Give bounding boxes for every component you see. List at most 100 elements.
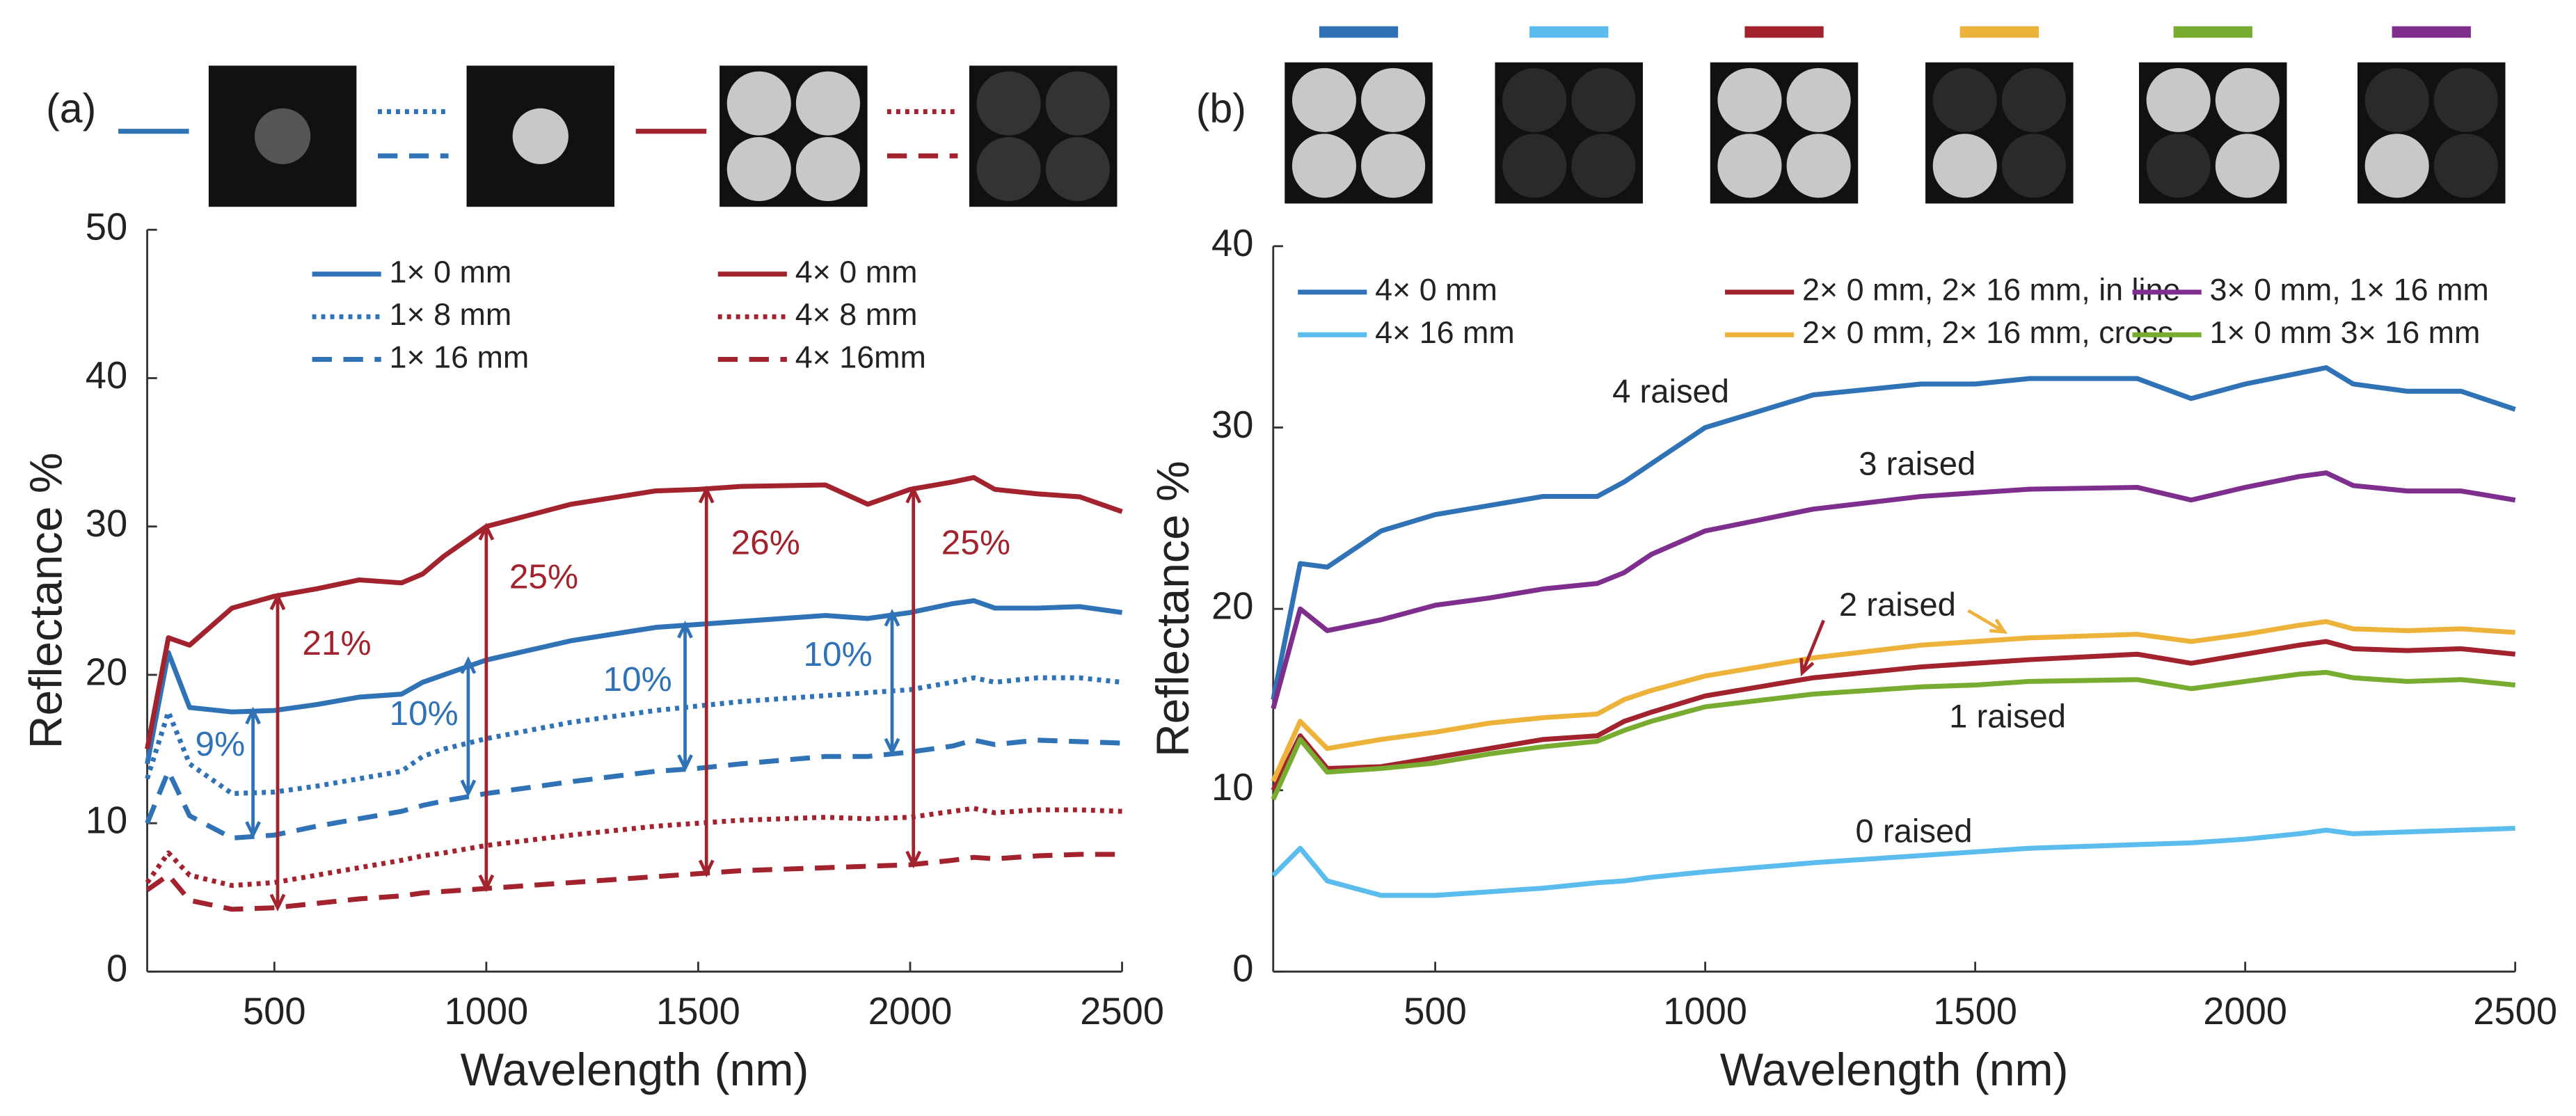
y-tick-label: 50 xyxy=(86,206,127,248)
annotation: 9% xyxy=(196,724,246,763)
sample-spot xyxy=(1786,67,1851,132)
series-line xyxy=(1271,365,2516,701)
sample-spot xyxy=(512,108,569,164)
series-line xyxy=(1271,639,2515,792)
panel-label: (b) xyxy=(1196,86,1246,131)
sample-spot xyxy=(1502,67,1567,132)
arrow-head xyxy=(245,706,261,725)
annotation: 3 raised xyxy=(1859,445,1975,482)
y-tick-label: 30 xyxy=(86,502,127,545)
arrow-head xyxy=(1799,657,1815,677)
key-bar xyxy=(1959,26,2039,38)
series-line xyxy=(145,475,1123,750)
x-tick-label: 1000 xyxy=(444,990,528,1033)
arrow-head xyxy=(884,608,900,627)
y-axis-label: Reflectance % xyxy=(20,452,72,749)
legend-label: 2× 0 mm, 2× 16 mm, cross xyxy=(1802,314,2173,350)
annotation: 10% xyxy=(803,635,872,673)
legend-label: 4× 16 mm xyxy=(1375,314,1515,350)
sample-spot xyxy=(1571,134,1636,198)
y-tick-label: 10 xyxy=(86,799,127,842)
arrow-head xyxy=(677,754,693,772)
arrow-head xyxy=(677,621,693,639)
x-tick-label: 1500 xyxy=(656,990,740,1033)
y-tick-label: 20 xyxy=(1211,584,1253,627)
arrow-head xyxy=(460,779,477,797)
legend-label: 4× 0 mm xyxy=(1375,272,1497,308)
series-line xyxy=(1271,470,2516,710)
series-line xyxy=(145,806,1122,888)
series-line xyxy=(145,738,1122,841)
sample-spot xyxy=(795,136,860,201)
key-bar xyxy=(2173,26,2252,38)
panel-label: (a) xyxy=(46,86,96,131)
legend-label: 4× 16mm xyxy=(795,339,926,374)
y-tick-label: 40 xyxy=(86,354,127,397)
arrow-head xyxy=(269,893,286,912)
x-tick-label: 500 xyxy=(1404,990,1467,1033)
sample-spot xyxy=(1291,67,1356,132)
sample-spot xyxy=(795,71,860,136)
y-axis-label: Reflectance % xyxy=(1147,461,1199,757)
annotation: 2 raised xyxy=(1839,587,1956,623)
sample-spot xyxy=(976,136,1041,201)
y-tick-label: 30 xyxy=(1211,404,1253,446)
x-tick-label: 1500 xyxy=(1933,990,2017,1033)
sample-spot xyxy=(1502,134,1567,198)
arrow-head xyxy=(269,592,286,611)
sample-spot xyxy=(726,136,791,201)
arrow-head xyxy=(905,850,922,869)
arrow xyxy=(1967,609,2005,634)
annotation: 21% xyxy=(302,623,371,662)
y-tick-label: 0 xyxy=(1232,948,1253,990)
legend-label: 1× 8 mm xyxy=(390,296,512,332)
sample-spot xyxy=(2146,67,2211,132)
legend-label: 1× 0 mm 3× 16 mm xyxy=(2210,314,2481,350)
series-line xyxy=(145,598,1123,765)
sample-spot xyxy=(2364,67,2429,132)
y-tick-label: 10 xyxy=(1211,766,1253,808)
x-tick-label: 2000 xyxy=(868,990,953,1033)
sample-spot xyxy=(1045,136,1110,201)
legend-label: 1× 0 mm xyxy=(390,254,512,289)
arrow-head xyxy=(478,874,495,893)
legend-label: 3× 0 mm, 1× 16 mm xyxy=(2210,272,2489,308)
arrow-head xyxy=(1989,619,2008,634)
arrow-head xyxy=(698,859,715,878)
key-bar xyxy=(1319,26,1399,38)
sample-spot xyxy=(726,71,791,136)
annotation: 10% xyxy=(390,694,459,733)
sample-spot xyxy=(976,71,1041,136)
sample-spot xyxy=(1717,134,1782,198)
x-tick-label: 2500 xyxy=(1080,990,1164,1033)
y-tick-label: 0 xyxy=(106,948,127,990)
sample-spot xyxy=(1361,67,1426,132)
annotation: 1 raised xyxy=(1949,699,2066,735)
sample-spot xyxy=(2215,134,2280,198)
series-line xyxy=(1271,669,2515,801)
arrow-head xyxy=(905,485,922,504)
legend-label: 4× 0 mm xyxy=(795,254,918,289)
sample-spot xyxy=(1786,134,1851,198)
sample-spot xyxy=(1932,67,1997,132)
series-line xyxy=(1271,619,2515,783)
key-bar xyxy=(1529,26,1609,38)
key-bar xyxy=(2392,26,2471,38)
annotation: 25% xyxy=(941,523,1010,562)
x-tick-label: 2500 xyxy=(2473,990,2557,1033)
x-tick-label: 500 xyxy=(243,990,306,1033)
annotation: 4 raised xyxy=(1612,374,1729,410)
sample-spot xyxy=(1291,134,1356,198)
y-tick-label: 40 xyxy=(1211,222,1253,264)
legend-label: 4× 8 mm xyxy=(795,296,918,332)
sample-spot xyxy=(1932,134,1997,198)
legend-label: 1× 16 mm xyxy=(390,339,530,374)
annotation: 26% xyxy=(731,523,800,562)
annotation: 10% xyxy=(603,660,671,699)
arrow-head xyxy=(245,821,261,839)
arrow-head xyxy=(478,523,495,541)
arrow-head xyxy=(460,656,477,674)
key-bar xyxy=(1744,26,1824,38)
sample-spot xyxy=(254,108,311,164)
